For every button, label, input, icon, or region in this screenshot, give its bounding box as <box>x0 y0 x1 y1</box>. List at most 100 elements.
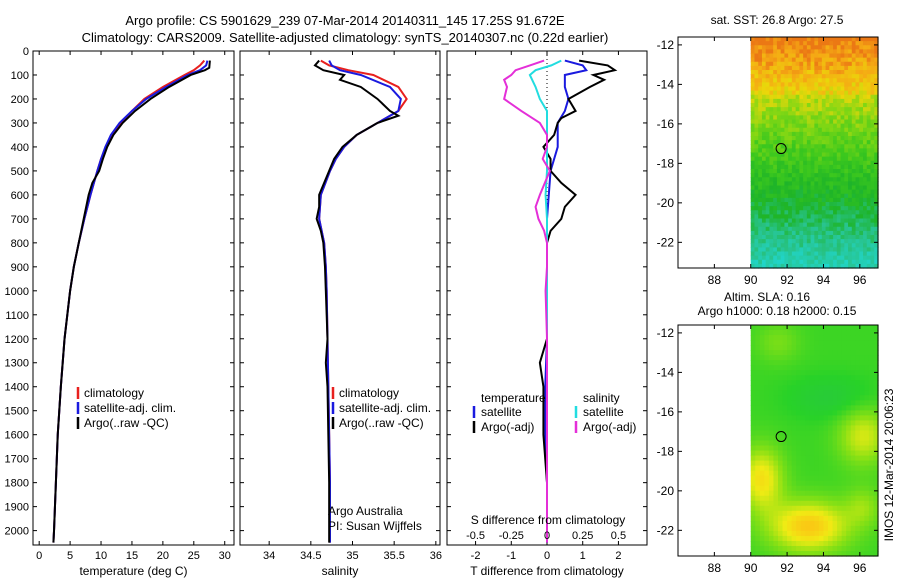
heatmap-cell <box>833 218 838 224</box>
heatmap-cell <box>863 197 868 203</box>
heatmap-cell <box>780 74 786 79</box>
heatmap-cell <box>754 98 759 104</box>
heatmap-cell <box>859 140 864 145</box>
heatmap-cell <box>769 90 774 96</box>
heatmap-cell <box>810 152 815 158</box>
heatmap-cell <box>776 45 782 50</box>
heatmap-cell <box>870 202 875 207</box>
heatmap-cell <box>755 485 761 492</box>
heatmap-cell <box>806 230 812 236</box>
heatmap-cell <box>765 181 771 187</box>
heatmap-cell <box>825 144 830 149</box>
heatmap-cell <box>759 550 765 557</box>
heatmap-cell <box>788 144 793 149</box>
heatmap-cell <box>814 375 820 381</box>
heatmap-cell <box>795 53 800 59</box>
heatmap-cell <box>787 385 793 391</box>
heatmap-cell <box>825 45 830 50</box>
heatmap-cell <box>836 144 842 149</box>
heatmap-cell <box>765 230 771 236</box>
heatmap-cell <box>818 173 823 178</box>
heatmap-cell <box>761 115 767 121</box>
heatmap-cell <box>828 355 834 361</box>
heatmap-cell <box>773 380 779 386</box>
heatmap-cell <box>769 70 774 75</box>
heatmap-cell <box>778 410 784 416</box>
heatmap-cell <box>823 525 829 532</box>
heatmap-cell <box>780 131 786 137</box>
heatmap-cell <box>818 255 823 261</box>
heatmap-cell <box>873 365 879 371</box>
heatmap-cell <box>874 156 879 162</box>
heatmap-cell <box>784 82 789 88</box>
heatmap-cell <box>805 410 811 416</box>
heatmap-cell <box>803 152 808 158</box>
heatmap-cell <box>841 450 847 457</box>
heatmap-cell <box>776 94 782 100</box>
heatmap-cell <box>844 206 849 211</box>
heatmap-cell <box>764 430 770 437</box>
heatmap-cell <box>776 193 782 199</box>
heatmap-cell <box>810 136 815 141</box>
heatmap-cell <box>864 345 870 351</box>
heatmap-cell <box>850 360 856 366</box>
heatmap-cell <box>850 425 856 432</box>
heatmap-cell <box>841 370 847 376</box>
heatmap-cell <box>825 78 830 83</box>
heatmap-cell <box>773 53 778 59</box>
heatmap-cell <box>768 495 775 502</box>
heatmap-cell <box>750 450 756 457</box>
heatmap-cell <box>855 226 860 232</box>
heatmap-cell <box>825 41 830 46</box>
heatmap-cell <box>866 202 872 207</box>
heatmap-cell <box>818 119 823 125</box>
heatmap-cell <box>848 177 853 182</box>
heatmap-cell <box>821 119 827 125</box>
heatmap-cell <box>828 510 834 517</box>
heatmap-cell <box>796 510 802 517</box>
heatmap-cell <box>874 222 879 228</box>
heatmap-cell <box>850 510 856 517</box>
heatmap-cell <box>863 152 868 158</box>
heatmap-cell <box>874 173 879 178</box>
heatmap-cell <box>765 119 771 125</box>
heatmap-cell <box>754 259 759 265</box>
heatmap-cell <box>769 78 774 83</box>
heatmap-cell <box>840 169 845 174</box>
heatmap-cell <box>814 86 819 92</box>
heatmap-cell <box>809 535 815 542</box>
heatmap-cell <box>784 218 789 224</box>
heatmap-cell <box>796 515 802 522</box>
heatmap-cell <box>868 420 875 427</box>
heatmap-cell <box>758 115 763 121</box>
heatmap-cell <box>773 500 779 507</box>
heatmap-cell <box>836 189 842 195</box>
heatmap-cell <box>750 435 756 442</box>
heatmap-cell <box>859 226 864 232</box>
heatmap-cell <box>828 365 834 371</box>
heatmap-cell <box>821 156 827 162</box>
heatmap-cell <box>818 330 825 336</box>
heatmap-cell <box>874 177 879 182</box>
heatmap-cell <box>755 375 761 381</box>
heatmap-cell <box>840 202 845 207</box>
heatmap-cell <box>836 235 842 240</box>
heatmap-cell <box>848 243 853 248</box>
heatmap-cell <box>784 41 789 46</box>
heatmap-cell <box>866 41 872 46</box>
heatmap-cell <box>755 420 761 427</box>
heatmap-cell <box>873 535 879 542</box>
heatmap-cell <box>806 160 812 166</box>
heatmap-cell <box>836 251 842 257</box>
heatmap-cell <box>761 177 767 182</box>
heatmap-cell <box>825 263 830 269</box>
heatmap-cell <box>761 119 767 125</box>
heatmap-cell <box>784 127 789 133</box>
heatmap-cell <box>814 247 819 253</box>
heatmap-cell <box>846 515 852 522</box>
heatmap-cell <box>848 78 853 83</box>
heatmap-cell <box>795 115 800 121</box>
heatmap-cell <box>776 70 782 75</box>
heatmap-cell <box>859 535 865 542</box>
heatmap-cell <box>780 255 786 261</box>
